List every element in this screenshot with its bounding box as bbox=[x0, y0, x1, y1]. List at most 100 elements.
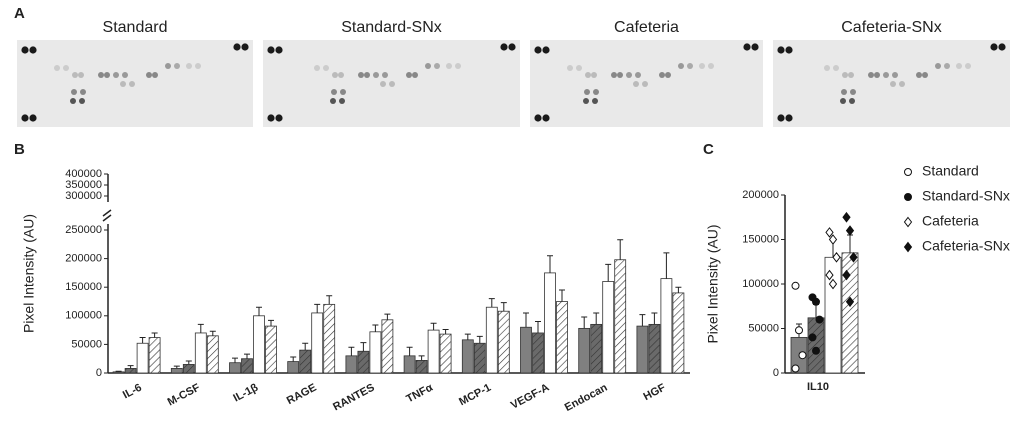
blot-spot bbox=[267, 46, 274, 53]
x-tick-label: RAGE bbox=[285, 382, 319, 408]
y-tick-label: 50000 bbox=[71, 338, 102, 350]
error-bar bbox=[186, 361, 192, 364]
error-bar bbox=[675, 287, 681, 293]
blot-spot bbox=[358, 72, 364, 78]
error-bar bbox=[639, 315, 645, 326]
blot-spot bbox=[944, 63, 950, 69]
error-bar bbox=[116, 371, 122, 372]
blot-spot bbox=[585, 72, 591, 78]
bar bbox=[171, 368, 182, 373]
error-bar bbox=[477, 336, 483, 343]
data-point bbox=[830, 235, 837, 244]
y-tick-label: 200000 bbox=[742, 189, 779, 201]
blot-spot bbox=[998, 43, 1005, 50]
blot-spot bbox=[708, 63, 714, 69]
error-bar bbox=[128, 366, 134, 369]
blot-spot bbox=[389, 81, 395, 87]
blot-spot bbox=[785, 46, 792, 53]
blot-spot bbox=[412, 72, 418, 78]
bar bbox=[137, 343, 148, 373]
error-bar bbox=[210, 331, 216, 336]
blot-spot bbox=[338, 72, 344, 78]
blot-spot bbox=[567, 65, 573, 71]
y-tick-label: 50000 bbox=[748, 322, 779, 334]
y-tick-label: 150000 bbox=[65, 281, 102, 293]
bar bbox=[312, 313, 323, 373]
error-bar bbox=[326, 296, 332, 305]
bar-hatch bbox=[266, 326, 277, 373]
bar-hatch bbox=[183, 364, 194, 373]
blot-spot bbox=[331, 89, 337, 95]
blot-spot bbox=[80, 89, 86, 95]
y-tick-label: 100000 bbox=[742, 278, 779, 290]
bar-hatch bbox=[649, 324, 660, 373]
blot-spot bbox=[446, 63, 452, 69]
blot-spot bbox=[659, 72, 665, 78]
blot-spot bbox=[576, 65, 582, 71]
blot-spot bbox=[165, 63, 171, 69]
blot-spot bbox=[583, 98, 589, 104]
bar-hatch bbox=[358, 351, 369, 373]
bar-hatch bbox=[557, 302, 568, 374]
blot-spot bbox=[21, 114, 28, 121]
y-tick-label: 150000 bbox=[742, 233, 779, 245]
bar-hatch bbox=[300, 350, 311, 373]
blot-spot bbox=[534, 114, 541, 121]
bar-hatch bbox=[324, 304, 335, 373]
blot-spot bbox=[892, 72, 898, 78]
blot-spot bbox=[751, 43, 758, 50]
error-bar bbox=[372, 325, 378, 332]
error-bar bbox=[593, 313, 599, 324]
bar-hatch bbox=[808, 318, 824, 373]
blot-spot bbox=[373, 72, 379, 78]
blot-spot bbox=[916, 72, 922, 78]
error-bar bbox=[651, 313, 657, 324]
legend-label: Standard bbox=[922, 163, 979, 179]
error-bar bbox=[489, 299, 495, 308]
bar-hatch bbox=[673, 293, 684, 373]
bar bbox=[521, 327, 532, 373]
blot-spot bbox=[899, 81, 905, 87]
blot-image bbox=[17, 40, 253, 127]
blot-spot bbox=[21, 46, 28, 53]
x-tick-label: IL-1β bbox=[231, 381, 260, 404]
blot-spot bbox=[665, 72, 671, 78]
y-tick-label: 0 bbox=[773, 367, 779, 379]
blot-spot bbox=[267, 114, 274, 121]
bar bbox=[603, 281, 614, 373]
blot-spot bbox=[935, 63, 941, 69]
blot-spot bbox=[113, 72, 119, 78]
error-bar bbox=[605, 264, 611, 281]
y-axis-label: Pixel Intensity (AU) bbox=[705, 224, 721, 343]
blot-spot bbox=[848, 72, 854, 78]
blot-spot bbox=[642, 81, 648, 87]
blot-spot bbox=[591, 72, 597, 78]
blot-spot bbox=[626, 72, 632, 78]
bar bbox=[195, 333, 206, 373]
bar-hatch bbox=[149, 338, 160, 373]
error-bar bbox=[302, 343, 308, 350]
blot-spot bbox=[146, 72, 152, 78]
blot-spot bbox=[275, 114, 282, 121]
blot-spot bbox=[29, 114, 36, 121]
blot-title: Standard bbox=[103, 19, 168, 36]
blot-spot bbox=[275, 46, 282, 53]
blot-spot bbox=[542, 46, 549, 53]
bar bbox=[230, 363, 241, 373]
blot-spot bbox=[340, 89, 346, 95]
blot-spot bbox=[840, 98, 846, 104]
error-bar bbox=[384, 314, 390, 320]
bar bbox=[486, 307, 497, 373]
blot-spot bbox=[98, 72, 104, 78]
error-bar bbox=[617, 240, 623, 260]
error-bar bbox=[547, 256, 553, 273]
blot-spot bbox=[868, 72, 874, 78]
error-bar bbox=[813, 304, 819, 317]
error-bar bbox=[419, 356, 425, 361]
blot-spot bbox=[922, 72, 928, 78]
blot-spot bbox=[584, 89, 590, 95]
error-bar bbox=[581, 317, 587, 328]
bar-hatch bbox=[207, 336, 218, 373]
blot-spot bbox=[633, 81, 639, 87]
legend-label: Cafeteria-SNx bbox=[922, 238, 1010, 254]
